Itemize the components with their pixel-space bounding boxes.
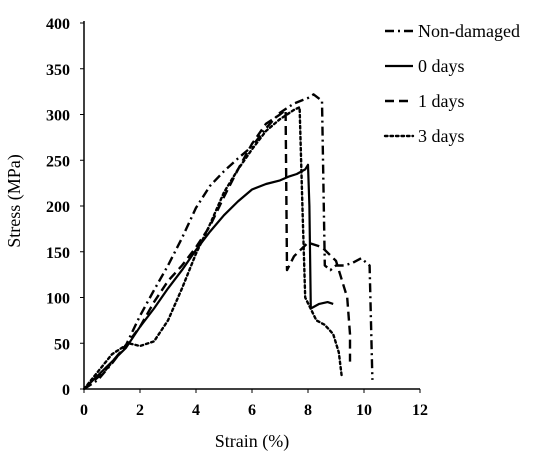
x-tick-label: 0 <box>80 402 88 419</box>
y-tick-label: 100 <box>46 291 70 308</box>
y-tick-label: 350 <box>46 62 70 79</box>
y-tick-label: 0 <box>62 382 70 399</box>
x-tick-label: 2 <box>136 402 144 419</box>
y-tick-labels: 0 50 100 150 200 250 300 350 400 <box>46 16 84 399</box>
series-line-0-days <box>83 163 334 390</box>
x-tick-label: 10 <box>356 402 372 419</box>
x-tick-labels: 0 2 4 6 8 10 12 <box>80 389 428 419</box>
y-tick-label: 200 <box>46 199 70 216</box>
x-tick-label: 4 <box>192 402 200 419</box>
series-line-non-damaged <box>83 93 374 391</box>
series-line-3-days <box>82 106 343 391</box>
series-layer <box>82 93 374 391</box>
legend-label: 1 days <box>418 91 465 111</box>
legend-label: 3 days <box>418 126 465 146</box>
y-tick-label: 50 <box>54 336 70 353</box>
legend-label: Non-damaged <box>418 21 520 41</box>
y-axis-title: Stress (MPa) <box>4 154 25 248</box>
x-tick-label: 6 <box>248 402 256 419</box>
x-tick-label: 8 <box>304 402 312 419</box>
legend-label: 0 days <box>418 56 465 76</box>
y-tick-label: 150 <box>46 245 70 262</box>
x-axis-title: Strain (%) <box>215 431 289 452</box>
series-line-1-days <box>83 108 352 390</box>
y-tick-label: 250 <box>46 153 70 170</box>
y-tick-label: 400 <box>46 16 70 33</box>
x-tick-label: 12 <box>412 402 428 419</box>
y-tick-label: 300 <box>46 108 70 125</box>
legend: Non-damaged 0 days 1 days 3 days <box>383 21 520 146</box>
